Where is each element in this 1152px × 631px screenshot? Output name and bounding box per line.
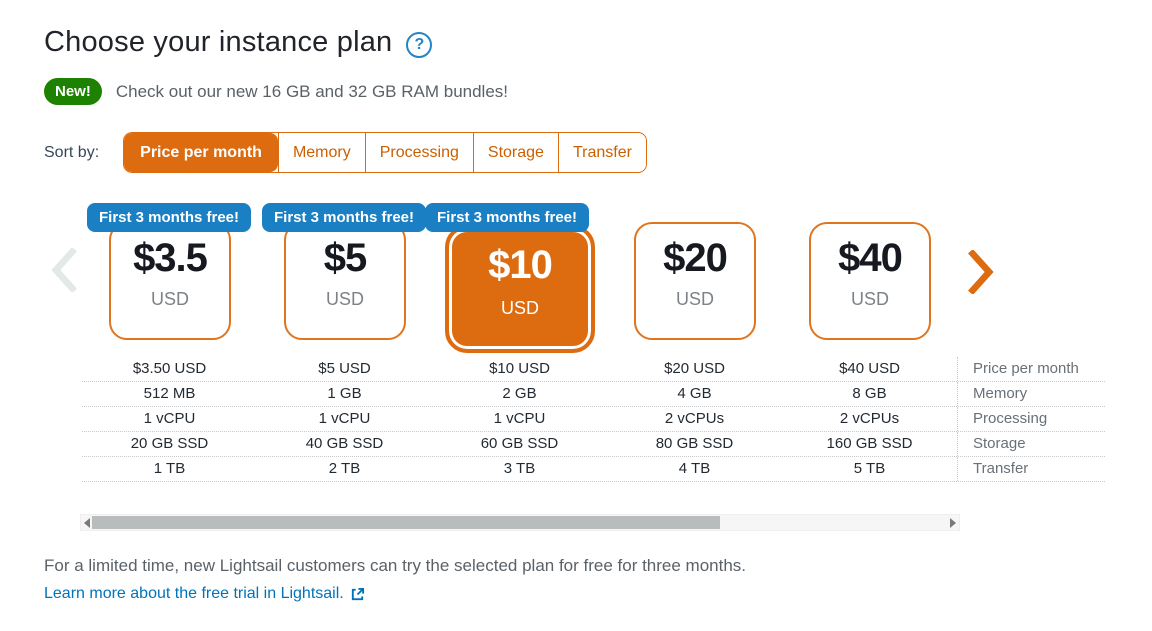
sort-tab-storage[interactable]: Storage: [472, 133, 558, 172]
scrollbar-left-arrow-icon[interactable]: [84, 518, 90, 528]
plan-spec-table: $3.50 USD $5 USD $10 USD $20 USD $40 USD…: [82, 357, 1105, 482]
plan-currency: USD: [850, 289, 889, 309]
plan-card-20[interactable]: $20 USD: [634, 222, 756, 340]
spec-value: 40 GB SSD: [305, 435, 384, 452]
spec-value: 1 vCPU: [143, 410, 196, 427]
spec-row-label: Transfer: [957, 457, 1105, 481]
plan-card-5[interactable]: First 3 months free! $5 USD: [262, 203, 427, 340]
announcement-text: Check out our new 16 GB and 32 GB RAM bu…: [115, 81, 509, 101]
page-title: Choose your instance plan: [44, 26, 393, 58]
spec-value: 2 vCPUs: [664, 410, 725, 427]
free-trial-badge: First 3 months free!: [262, 203, 427, 232]
announcement-row: New! Check out our new 16 GB and 32 GB R…: [44, 78, 508, 105]
chevron-right-icon: [968, 249, 994, 295]
spec-value: 2 vCPUs: [839, 410, 900, 427]
table-row-processing: 1 vCPU 1 vCPU 1 vCPU 2 vCPUs 2 vCPUs Pro…: [82, 407, 1105, 432]
sort-tab-transfer[interactable]: Transfer: [557, 133, 646, 172]
free-trial-badge: First 3 months free!: [87, 203, 252, 232]
page-header: Choose your instance plan ?: [44, 26, 433, 59]
table-row-price: $3.50 USD $5 USD $10 USD $20 USD $40 USD…: [82, 357, 1105, 382]
sort-tabs: Price per month Memory Processing Storag…: [123, 132, 647, 173]
spec-value: $20 USD: [664, 360, 725, 377]
spec-value: $40 USD: [839, 360, 900, 377]
spec-value: 160 GB SSD: [826, 435, 913, 452]
external-link-icon: [350, 587, 365, 602]
spec-value: $10 USD: [489, 360, 550, 377]
table-row-storage: 20 GB SSD 40 GB SSD 60 GB SSD 80 GB SSD …: [82, 432, 1105, 457]
plan-cards: First 3 months free! $3.5 USD First 3 mo…: [87, 203, 931, 353]
spec-value: 1 vCPU: [493, 410, 546, 427]
spec-value: 1 GB: [327, 385, 362, 402]
horizontal-scrollbar[interactable]: [80, 514, 960, 531]
plan-price: $40: [838, 236, 903, 280]
learn-more-link-text: Learn more about the free trial in Light…: [44, 585, 344, 602]
spec-value: 4 TB: [678, 460, 711, 477]
scrollbar-thumb[interactable]: [92, 516, 720, 529]
spec-value: 3 TB: [503, 460, 536, 477]
sort-bar: Sort by: Price per month Memory Processi…: [44, 132, 647, 173]
spec-value: $5 USD: [318, 360, 371, 377]
spec-value: 1 vCPU: [318, 410, 371, 427]
new-badge: New!: [44, 78, 102, 105]
spec-value: 2 GB: [502, 385, 537, 402]
plan-card-40[interactable]: $40 USD: [809, 222, 931, 340]
spec-row-label: Price per month: [957, 357, 1105, 381]
chevron-left-icon: [51, 247, 77, 293]
carousel-prev-button[interactable]: [48, 247, 82, 293]
sort-tab-memory[interactable]: Memory: [277, 133, 365, 172]
learn-more-link[interactable]: Learn more about the free trial in Light…: [44, 585, 365, 603]
spec-value: 80 GB SSD: [655, 435, 734, 452]
free-trial-note: For a limited time, new Lightsail custom…: [44, 556, 747, 575]
sort-tab-processing[interactable]: Processing: [364, 133, 473, 172]
plan-price: $5: [323, 236, 367, 280]
spec-value: 5 TB: [853, 460, 886, 477]
plan-card-3-5[interactable]: First 3 months free! $3.5 USD: [87, 203, 252, 340]
scrollbar-right-arrow-icon[interactable]: [950, 518, 956, 528]
plan-currency: USD: [325, 289, 364, 309]
plan-currency: USD: [500, 298, 539, 318]
plan-price: $3.5: [133, 236, 208, 280]
spec-row-label: Memory: [957, 382, 1105, 406]
spec-value: 8 GB: [852, 385, 887, 402]
sort-tab-price-per-month[interactable]: Price per month: [124, 133, 278, 172]
plan-currency: USD: [150, 289, 189, 309]
spec-value: 2 TB: [328, 460, 361, 477]
table-row-transfer: 1 TB 2 TB 3 TB 4 TB 5 TB Transfer: [82, 457, 1105, 482]
spec-row-label: Storage: [957, 432, 1105, 456]
table-row-memory: 512 MB 1 GB 2 GB 4 GB 8 GB Memory: [82, 382, 1105, 407]
plan-currency: USD: [675, 289, 714, 309]
spec-value: 20 GB SSD: [130, 435, 209, 452]
spec-value: 60 GB SSD: [480, 435, 559, 452]
free-trial-badge: First 3 months free!: [425, 203, 590, 232]
spec-value: 512 MB: [143, 385, 196, 402]
carousel-next-button[interactable]: [963, 249, 997, 295]
spec-row-label: Processing: [957, 407, 1105, 431]
plan-card-10-selected[interactable]: First 3 months free! $10 USD: [425, 203, 595, 353]
plan-price: $10: [488, 243, 553, 287]
sort-by-label: Sort by:: [44, 143, 100, 161]
spec-value: $3.50 USD: [132, 360, 207, 377]
help-icon[interactable]: ?: [406, 31, 433, 58]
spec-value: 4 GB: [677, 385, 712, 402]
spec-value: 1 TB: [153, 460, 186, 477]
plan-price: $20: [663, 236, 728, 280]
